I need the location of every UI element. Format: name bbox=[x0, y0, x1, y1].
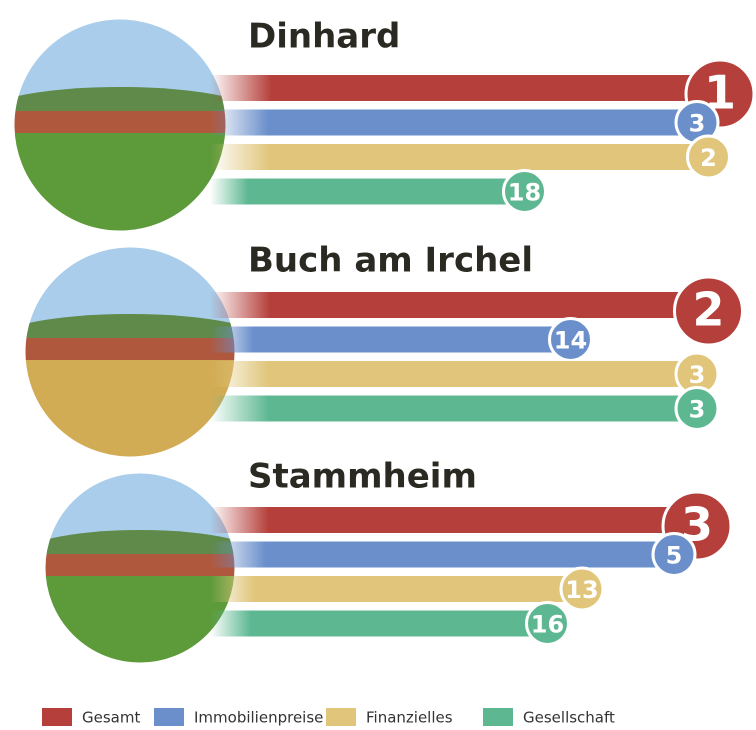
field bbox=[44, 568, 236, 664]
legend-label: Immobilienpreise bbox=[194, 709, 323, 727]
rank-label: 2 bbox=[700, 144, 717, 172]
town-title: Stammheim bbox=[248, 457, 477, 497]
bar bbox=[210, 396, 697, 422]
rank-label: 2 bbox=[692, 283, 724, 337]
town-title: Dinhard bbox=[248, 17, 400, 57]
bar bbox=[210, 292, 709, 318]
village bbox=[13, 111, 227, 133]
bar bbox=[210, 542, 674, 568]
field bbox=[13, 125, 227, 232]
legend-label: Finanzielles bbox=[366, 709, 453, 727]
bar bbox=[210, 144, 709, 170]
legend-label: Gesellschaft bbox=[523, 709, 615, 727]
bar bbox=[210, 327, 571, 353]
bar bbox=[210, 179, 525, 205]
bar bbox=[210, 361, 697, 387]
chart: Dinhard 13 2 18 Buch am Irchel 2 14 3 3 Stammheim… bbox=[0, 0, 756, 730]
legend-label: Gesamt bbox=[82, 709, 140, 727]
rank-label: 3 bbox=[689, 361, 706, 389]
bar bbox=[210, 75, 720, 101]
bar bbox=[210, 507, 697, 533]
bar bbox=[210, 576, 582, 602]
rank-label: 3 bbox=[689, 110, 706, 138]
bar bbox=[210, 110, 697, 136]
rank-label: 18 bbox=[508, 179, 541, 207]
legend-swatch bbox=[42, 708, 72, 726]
rank-label: 16 bbox=[531, 611, 564, 639]
town-title: Buch am Irchel bbox=[248, 241, 533, 281]
legend-swatch bbox=[483, 708, 513, 726]
rank-label: 5 bbox=[666, 542, 683, 570]
rank-label: 14 bbox=[554, 327, 587, 355]
legend-swatch bbox=[154, 708, 184, 726]
village bbox=[24, 338, 236, 360]
village bbox=[44, 554, 236, 576]
bar bbox=[210, 611, 548, 637]
legend-swatch bbox=[326, 708, 356, 726]
rank-label: 3 bbox=[689, 396, 706, 424]
field bbox=[24, 352, 236, 458]
rank-label: 13 bbox=[565, 576, 598, 604]
